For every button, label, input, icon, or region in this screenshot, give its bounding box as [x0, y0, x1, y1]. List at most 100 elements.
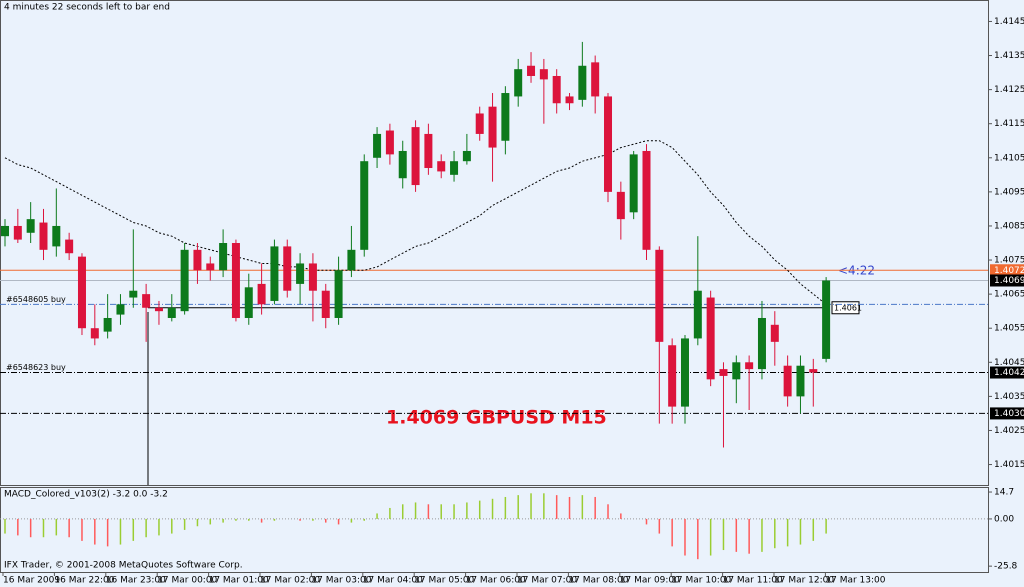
y-tick-label: 1.4035: [994, 392, 1024, 402]
price-box-label: 1.4061: [834, 303, 862, 312]
candle-body: [385, 130, 394, 155]
order-label: #6548605 buy: [6, 295, 66, 304]
candle-body: [565, 96, 574, 104]
x-tick-label: 17 Mar 09:00: [620, 576, 680, 586]
candle-body: [90, 328, 99, 339]
candle-body: [398, 150, 407, 179]
y-tick-label: 1.4095: [994, 187, 1024, 197]
candle-body: [604, 96, 613, 192]
candle-body: [116, 304, 125, 315]
copyright: IFX Trader, © 2001-2008 MetaQuotes Softw…: [4, 561, 243, 571]
candle-body: [231, 243, 240, 318]
candle-body: [680, 338, 689, 407]
y-tick-label: -25.8: [994, 562, 1018, 572]
candle-body: [193, 249, 202, 271]
candle-body: [450, 161, 459, 175]
timer-text: 4 minutes 22 seconds left to bar end: [4, 3, 170, 13]
x-tick-label: 17 Mar 06:00: [466, 576, 526, 586]
candle-body: [462, 150, 471, 162]
x-tick-label: 17 Mar 08:00: [568, 576, 628, 586]
candle-body: [411, 127, 420, 186]
candle-body: [167, 307, 176, 318]
y-tick-label: 1.4135: [994, 51, 1024, 61]
candle-body: [129, 290, 138, 298]
price-box: [990, 407, 1024, 420]
candle-body: [373, 133, 382, 158]
x-tick-label: 17 Mar 11:00: [723, 576, 783, 586]
chart-title: 1.4069 GBPUSD M15: [386, 407, 607, 429]
price-box: [990, 366, 1024, 379]
moving-average: [4, 140, 827, 305]
candle-body: [283, 246, 292, 291]
candle-body: [539, 69, 548, 80]
candle-body: [629, 154, 638, 213]
candle-body: [591, 62, 600, 97]
candle-body: [527, 65, 536, 76]
candle-body: [334, 270, 343, 318]
candle-body: [488, 106, 497, 148]
price-box-label: 1.4030: [994, 409, 1024, 419]
candle-body: [501, 93, 510, 141]
candle-body: [360, 161, 369, 250]
y-tick-label: 1.4125: [994, 85, 1024, 95]
x-tick-label: 17 Mar 00:00: [157, 576, 217, 586]
y-tick-label: 1.4025: [994, 426, 1024, 436]
macd-title: MACD_Colored_v103(2) -3.2 0.0 -3.2: [4, 490, 168, 500]
candle-body: [52, 225, 61, 247]
candle-body: [308, 263, 317, 291]
candle-body: [424, 133, 433, 169]
candle-body: [616, 191, 625, 220]
candle-body: [514, 69, 523, 97]
x-tick-label: 16 Mar 2009: [3, 576, 60, 586]
candle-body: [578, 65, 587, 100]
x-tick-label: 17 Mar 07:00: [517, 576, 577, 586]
x-tick-label: 17 Mar 10:00: [671, 576, 731, 586]
candle-body: [706, 297, 715, 380]
main-frame: [0, 0, 989, 486]
candle-body: [1, 225, 9, 237]
candle-body: [13, 225, 22, 240]
price-box-label: 1.4072: [994, 266, 1024, 276]
y-tick-label: 1.4145: [994, 17, 1024, 27]
candle-body: [180, 249, 189, 312]
x-tick-label: 17 Mar 03:00: [311, 576, 371, 586]
candle-body: [693, 290, 702, 339]
price-box-label: 1.4069: [994, 276, 1024, 286]
y-tick-label: 14.7: [994, 488, 1014, 498]
candle-body: [219, 243, 228, 271]
candle-body: [719, 369, 728, 376]
candle-body: [437, 161, 446, 172]
x-tick-label: 17 Mar 02:00: [260, 576, 320, 586]
candle-body: [822, 280, 831, 359]
x-tick-label: 17 Mar 01:00: [209, 576, 269, 586]
macd-frame: [0, 487, 989, 573]
y-tick-label: 1.4075: [994, 256, 1024, 266]
candle-body: [244, 287, 253, 318]
price-box-label: 1.4042: [994, 368, 1024, 378]
candle-body: [655, 249, 664, 342]
candle-body: [77, 256, 86, 329]
price-box: [990, 274, 1024, 287]
candle-body: [206, 263, 215, 271]
candle-body: [745, 362, 754, 370]
candle-body: [321, 290, 330, 318]
candle-body: [347, 249, 356, 271]
x-tick-label: 16 Mar 23:00: [106, 576, 166, 586]
candle-body: [809, 369, 818, 373]
candle-body: [770, 324, 779, 342]
x-tick-label: 17 Mar 12:00: [774, 576, 834, 586]
y-tick-label: 1.4115: [994, 119, 1024, 129]
y-tick-label: 1.4105: [994, 153, 1024, 163]
y-tick-label: 1.4065: [994, 290, 1024, 300]
order-label: #6548623 buy: [6, 363, 66, 372]
candle-body: [65, 239, 74, 254]
y-tick-label: 1.4055: [994, 324, 1024, 334]
y-tick-label: 1.4015: [994, 460, 1024, 470]
candle-body: [142, 294, 151, 308]
x-tick-label: 17 Mar 05:00: [414, 576, 474, 586]
candle-body: [732, 362, 741, 380]
candle-body: [296, 263, 305, 284]
candle-body: [642, 150, 651, 250]
x-tick-label: 17 Mar 13:00: [825, 576, 885, 586]
